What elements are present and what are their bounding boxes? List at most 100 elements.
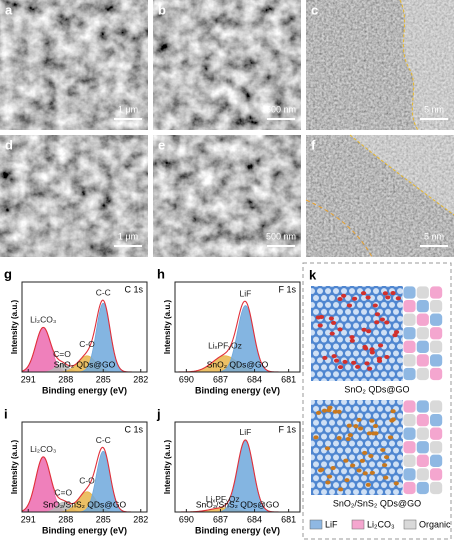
micrograph <box>0 0 148 130</box>
sei-grain <box>415 399 430 414</box>
x-tick-label: 690 <box>179 514 194 524</box>
li-ion <box>383 475 389 480</box>
x-tick-label: 288 <box>58 514 73 524</box>
sei-grain <box>429 299 444 314</box>
x-tick-label: 291 <box>21 514 36 524</box>
sei-grain <box>415 367 430 381</box>
panel-letter: i <box>4 406 8 421</box>
peak-label: LiF <box>240 289 252 299</box>
core-level: F 1s <box>278 424 296 434</box>
li-ion <box>369 418 375 423</box>
core-level: C 1s <box>124 284 143 294</box>
li-ion <box>313 435 319 440</box>
vacuum-region <box>400 0 454 130</box>
x-tick-label: 288 <box>58 374 73 384</box>
li-ion <box>365 482 371 487</box>
x-axis-label: Binding energy (eV) <box>42 525 127 535</box>
li-ion <box>369 470 375 475</box>
panel-letter: d <box>5 137 13 152</box>
panel-letter: b <box>158 2 166 17</box>
sei-grain <box>429 312 444 327</box>
li-ion <box>325 480 331 485</box>
x-tick-label: 687 <box>213 514 228 524</box>
sei-grain <box>415 299 430 314</box>
sei-grain <box>429 353 444 368</box>
y-axis-label: Intensity (a.u.) <box>163 300 172 355</box>
x-tick-label: 681 <box>281 514 296 524</box>
sei-grain <box>415 426 430 441</box>
micrograph <box>0 135 148 257</box>
sei-grain <box>429 440 444 455</box>
li-ion <box>385 295 391 300</box>
sei-grain <box>415 481 430 495</box>
li-ion <box>321 408 328 413</box>
li-ion <box>337 327 343 332</box>
peak-label: LiF <box>240 427 252 437</box>
li-ion <box>330 466 336 471</box>
sei-grain <box>429 285 444 300</box>
li-ion <box>317 323 323 328</box>
legend-swatch <box>351 519 365 530</box>
boundary-line <box>399 0 419 131</box>
peak-label: C-O <box>79 339 95 349</box>
sei-grain <box>415 326 430 341</box>
sei-grain <box>402 299 417 314</box>
li-ion <box>384 355 390 360</box>
sei-grain <box>429 326 444 341</box>
schematic-caption: SnO₂/SnS₂ QDs@GO <box>333 498 421 508</box>
peak-label: LiₓPFᵧOz <box>208 341 242 351</box>
y-axis-label: Intensity (a.u.) <box>10 440 19 495</box>
li-ion <box>393 481 399 486</box>
sei-grain <box>402 312 417 327</box>
li-ion <box>318 314 325 319</box>
peak-label: LiₓPFᵧOz <box>206 494 240 504</box>
peak-label: Li₂CO₃ <box>30 444 56 454</box>
plot-frame <box>174 421 301 513</box>
li-ion <box>360 291 367 296</box>
li-ion <box>347 433 353 438</box>
li-ion <box>390 291 396 296</box>
sei-grain <box>429 413 444 428</box>
li-ion <box>393 330 400 335</box>
li-ion <box>331 354 337 359</box>
scale-bar-label: 1 μm <box>118 104 138 114</box>
sei-grain <box>415 453 430 468</box>
li-ion <box>332 409 338 414</box>
sample-label: SnO₂ QDs@GO <box>54 359 116 369</box>
sei-grain <box>402 453 417 468</box>
panel-letter: g <box>4 266 12 281</box>
micrographs <box>0 0 454 257</box>
li-ion <box>374 320 380 325</box>
schematic-caption: SnO₂ QDs@GO <box>344 384 409 394</box>
sei-grain <box>429 481 444 495</box>
li-ion <box>322 355 328 360</box>
li-ion <box>337 365 344 370</box>
x-tick-label: 681 <box>281 374 296 384</box>
li-ion <box>341 293 347 298</box>
sei-grain <box>402 440 417 455</box>
x-tick-label: 690 <box>179 374 194 384</box>
y-axis-label: Intensity (a.u.) <box>163 440 172 495</box>
li-ion <box>371 431 377 436</box>
peak-label: C=O <box>53 349 71 359</box>
sei-grain <box>402 481 417 495</box>
sei-grain <box>402 399 417 414</box>
micrograph <box>153 135 301 257</box>
sei-grain <box>402 467 417 482</box>
core-level: C 1s <box>124 424 143 434</box>
li-ion <box>327 405 333 410</box>
legend-label: Li₂CO₃ <box>367 519 395 529</box>
li-ion <box>369 350 375 355</box>
sei-grain <box>402 326 417 341</box>
legend-swatch <box>309 519 323 530</box>
li-ion <box>349 335 355 340</box>
li-ion <box>366 329 372 334</box>
scale-bar-label: 500 nm <box>266 104 296 114</box>
li-ion <box>358 426 364 431</box>
li-ion <box>351 360 357 365</box>
panel-border <box>302 262 452 540</box>
li-ion <box>356 468 362 473</box>
li-ion <box>350 463 356 468</box>
li-ion <box>349 338 355 343</box>
